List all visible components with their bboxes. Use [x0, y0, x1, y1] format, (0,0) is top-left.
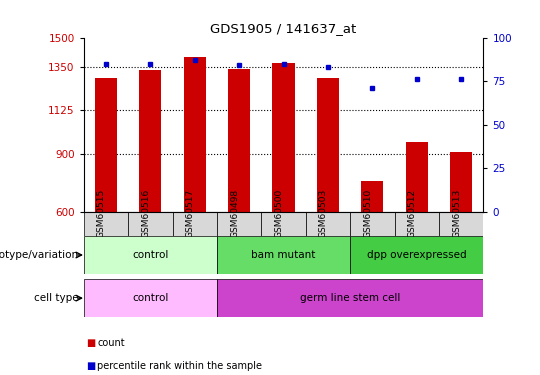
Bar — [84, 236, 217, 274]
Bar — [361, 181, 383, 212]
Bar — [406, 142, 428, 212]
Bar — [184, 57, 206, 212]
Text: germ line stem cell: germ line stem cell — [300, 293, 400, 303]
Text: ■: ■ — [86, 338, 96, 348]
Bar — [128, 212, 172, 236]
Bar — [139, 70, 161, 212]
Bar — [172, 212, 217, 236]
Bar — [306, 212, 350, 236]
Title: GDS1905 / 141637_at: GDS1905 / 141637_at — [211, 22, 356, 35]
Bar — [350, 236, 483, 274]
Text: GSM60503: GSM60503 — [319, 189, 328, 238]
Bar — [217, 212, 261, 236]
Bar — [317, 78, 339, 212]
Bar — [84, 212, 128, 236]
Text: GSM60498: GSM60498 — [230, 189, 239, 238]
Text: cell type: cell type — [33, 293, 78, 303]
Text: percentile rank within the sample: percentile rank within the sample — [97, 361, 262, 370]
Text: bam mutant: bam mutant — [251, 250, 316, 260]
Text: GSM60512: GSM60512 — [408, 189, 417, 238]
Text: genotype/variation: genotype/variation — [0, 250, 78, 260]
Text: GSM60516: GSM60516 — [141, 189, 150, 238]
Text: GSM60510: GSM60510 — [363, 189, 372, 238]
Text: ■: ■ — [86, 361, 96, 370]
Text: GSM60513: GSM60513 — [452, 189, 461, 238]
Text: count: count — [97, 338, 125, 348]
Bar — [395, 212, 439, 236]
Text: control: control — [132, 250, 168, 260]
Bar — [217, 236, 350, 274]
Bar — [217, 279, 483, 317]
Bar — [84, 279, 217, 317]
Text: dpp overexpressed: dpp overexpressed — [367, 250, 467, 260]
Bar — [261, 212, 306, 236]
Bar — [450, 152, 472, 212]
Bar — [350, 212, 395, 236]
Bar — [439, 212, 483, 236]
Text: GSM60500: GSM60500 — [274, 189, 284, 238]
Text: control: control — [132, 293, 168, 303]
Text: GSM60517: GSM60517 — [186, 189, 195, 238]
Bar — [228, 69, 250, 212]
Bar — [272, 63, 295, 212]
Bar — [95, 78, 117, 212]
Text: GSM60515: GSM60515 — [97, 189, 106, 238]
